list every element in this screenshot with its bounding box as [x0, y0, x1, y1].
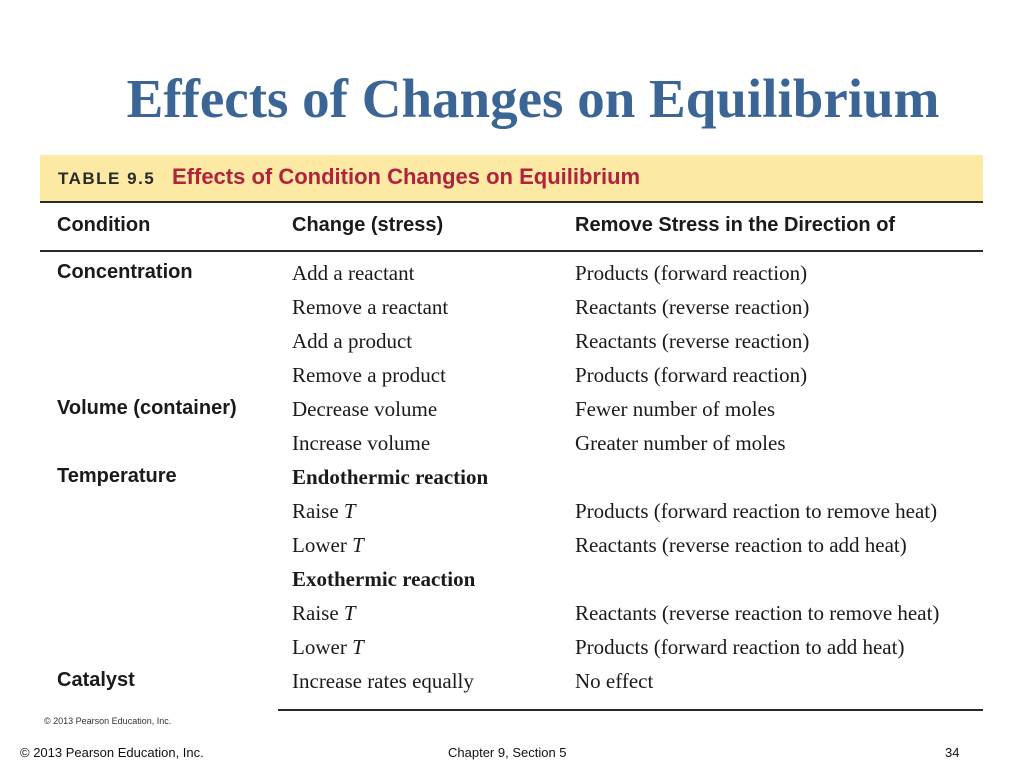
footer-copyright: © 2013 Pearson Education, Inc. — [20, 745, 204, 760]
table-top-rule — [40, 201, 983, 203]
cell-condition: Catalyst — [57, 669, 135, 691]
header-change: Change (stress) — [292, 214, 444, 236]
footer-chapter: Chapter 9, Section 5 — [448, 745, 567, 760]
header-condition: Condition — [57, 214, 151, 236]
cell-direction: Products (forward reaction to remove hea… — [575, 499, 938, 523]
cell-direction: Reactants (reverse reaction to add heat) — [575, 533, 907, 557]
cell-direction: Reactants (reverse reaction to remove he… — [575, 601, 940, 625]
table-banner: TABLE 9.5 Effects of Condition Changes o… — [40, 155, 983, 201]
footer-page-number: 34 — [945, 745, 960, 760]
cell-direction: Reactants (reverse reaction) — [575, 329, 810, 353]
cell-direction: No effect — [575, 669, 654, 693]
cell-condition: Temperature — [57, 465, 177, 487]
cell-change: Increase volume — [292, 431, 431, 455]
equilibrium-table: TABLE 9.5 Effects of Condition Changes o… — [40, 155, 983, 712]
header-direction: Remove Stress in the Direction of — [575, 214, 896, 236]
cell-change: Raise T — [292, 601, 356, 625]
cell-change: Increase rates equally — [292, 669, 474, 693]
slide-title: Effects of Changes on Equilibrium — [126, 68, 940, 129]
cell-change: Lower T — [292, 635, 364, 659]
cell-condition: Volume (container) — [57, 397, 237, 419]
cell-change: Add a product — [292, 329, 413, 353]
cell-change: Remove a product — [292, 363, 446, 387]
cell-direction: Greater number of moles — [575, 431, 786, 455]
table-header-rule — [40, 250, 983, 252]
cell-direction: Reactants (reverse reaction) — [575, 295, 810, 319]
table-number: TABLE 9.5 — [58, 169, 156, 188]
table-bottom-rule — [278, 709, 983, 711]
cell-direction: Products (forward reaction) — [575, 363, 808, 387]
cell-change-subheading: Endothermic reaction — [292, 465, 489, 489]
table-caption: Effects of Condition Changes on Equilibr… — [172, 164, 641, 189]
table-copyright: © 2013 Pearson Education, Inc. — [44, 716, 172, 726]
cell-change: Decrease volume — [292, 397, 438, 421]
cell-change: Lower T — [292, 533, 364, 557]
cell-condition: Concentration — [57, 261, 193, 283]
cell-change: Add a reactant — [292, 261, 415, 285]
cell-change-subheading: Exothermic reaction — [292, 567, 476, 591]
cell-change: Raise T — [292, 499, 356, 523]
cell-direction: Fewer number of moles — [575, 397, 776, 421]
cell-change: Remove a reactant — [292, 295, 449, 319]
cell-direction: Products (forward reaction to add heat) — [575, 635, 905, 659]
cell-direction: Products (forward reaction) — [575, 261, 808, 285]
